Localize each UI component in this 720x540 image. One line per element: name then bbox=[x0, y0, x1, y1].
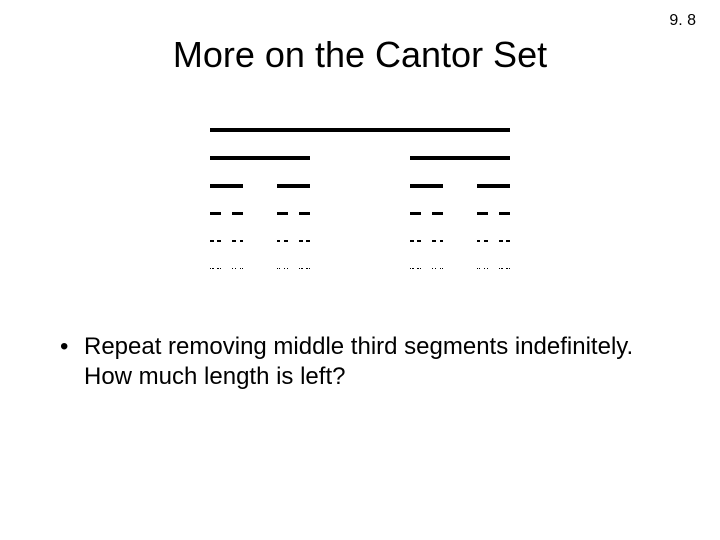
cantor-segment bbox=[477, 240, 481, 242]
cantor-segment bbox=[435, 268, 436, 269]
cantor-segment bbox=[417, 240, 421, 242]
cantor-segment bbox=[410, 268, 411, 269]
cantor-segment bbox=[210, 240, 214, 242]
cantor-segment bbox=[417, 268, 418, 269]
cantor-segment bbox=[487, 268, 488, 269]
cantor-segment bbox=[420, 268, 421, 269]
cantor-row bbox=[210, 128, 510, 132]
cantor-segment bbox=[309, 268, 310, 269]
cantor-segment bbox=[299, 240, 303, 242]
cantor-row bbox=[210, 268, 510, 269]
cantor-segment bbox=[287, 268, 288, 269]
slide-title: More on the Cantor Set bbox=[0, 34, 720, 76]
page-number: 9. 8 bbox=[669, 12, 696, 30]
cantor-segment bbox=[440, 268, 441, 269]
cantor-segment bbox=[499, 240, 503, 242]
cantor-segment bbox=[217, 240, 221, 242]
cantor-segment bbox=[299, 268, 300, 269]
cantor-row bbox=[210, 184, 510, 188]
bullet-item: • Repeat removing middle third segments … bbox=[60, 332, 660, 392]
cantor-segment bbox=[479, 268, 480, 269]
cantor-segment bbox=[277, 184, 310, 188]
cantor-segment bbox=[477, 268, 478, 269]
cantor-segment bbox=[210, 128, 510, 132]
cantor-row bbox=[210, 156, 510, 160]
cantor-segment bbox=[277, 268, 278, 269]
cantor-segment bbox=[232, 240, 236, 242]
cantor-segment bbox=[506, 268, 507, 269]
bullet-text: Repeat removing middle third segments in… bbox=[84, 332, 660, 392]
cantor-segment bbox=[301, 268, 302, 269]
cantor-segment bbox=[284, 268, 285, 269]
cantor-segment bbox=[240, 240, 244, 242]
cantor-segment bbox=[484, 268, 485, 269]
cantor-segment bbox=[410, 212, 421, 215]
cantor-segment bbox=[509, 268, 510, 269]
cantor-segment bbox=[210, 268, 211, 269]
cantor-row bbox=[210, 240, 510, 242]
cantor-segment bbox=[506, 240, 510, 242]
cantor-segment bbox=[499, 212, 510, 215]
cantor-segment bbox=[484, 240, 488, 242]
cantor-segment bbox=[235, 268, 236, 269]
cantor-segment bbox=[412, 268, 413, 269]
cantor-segment bbox=[210, 184, 243, 188]
cantor-segment bbox=[442, 268, 443, 269]
cantor-segment bbox=[477, 212, 488, 215]
cantor-segment bbox=[277, 212, 288, 215]
cantor-segment bbox=[232, 212, 243, 215]
cantor-segment bbox=[212, 268, 213, 269]
bullet-list: • Repeat removing middle third segments … bbox=[60, 332, 660, 392]
cantor-segment bbox=[306, 240, 310, 242]
cantor-segment bbox=[432, 268, 433, 269]
cantor-segment bbox=[210, 156, 310, 160]
cantor-segment bbox=[284, 240, 288, 242]
cantor-segment bbox=[240, 268, 241, 269]
cantor-segment bbox=[410, 184, 443, 188]
cantor-segment bbox=[477, 184, 510, 188]
cantor-segment bbox=[410, 240, 414, 242]
cantor-set-diagram bbox=[210, 128, 510, 296]
cantor-segment bbox=[277, 240, 281, 242]
slide: 9. 8 More on the Cantor Set • Repeat rem… bbox=[0, 0, 720, 540]
cantor-segment bbox=[279, 268, 280, 269]
cantor-segment bbox=[410, 156, 510, 160]
cantor-segment bbox=[432, 240, 436, 242]
cantor-segment bbox=[440, 240, 444, 242]
cantor-segment bbox=[220, 268, 221, 269]
cantor-segment bbox=[432, 212, 443, 215]
cantor-row bbox=[210, 212, 510, 215]
cantor-segment bbox=[501, 268, 502, 269]
cantor-segment bbox=[299, 212, 310, 215]
cantor-segment bbox=[217, 268, 218, 269]
cantor-segment bbox=[242, 268, 243, 269]
cantor-segment bbox=[499, 268, 500, 269]
bullet-marker: • bbox=[60, 332, 84, 362]
cantor-segment bbox=[232, 268, 233, 269]
cantor-segment bbox=[306, 268, 307, 269]
cantor-segment bbox=[210, 212, 221, 215]
